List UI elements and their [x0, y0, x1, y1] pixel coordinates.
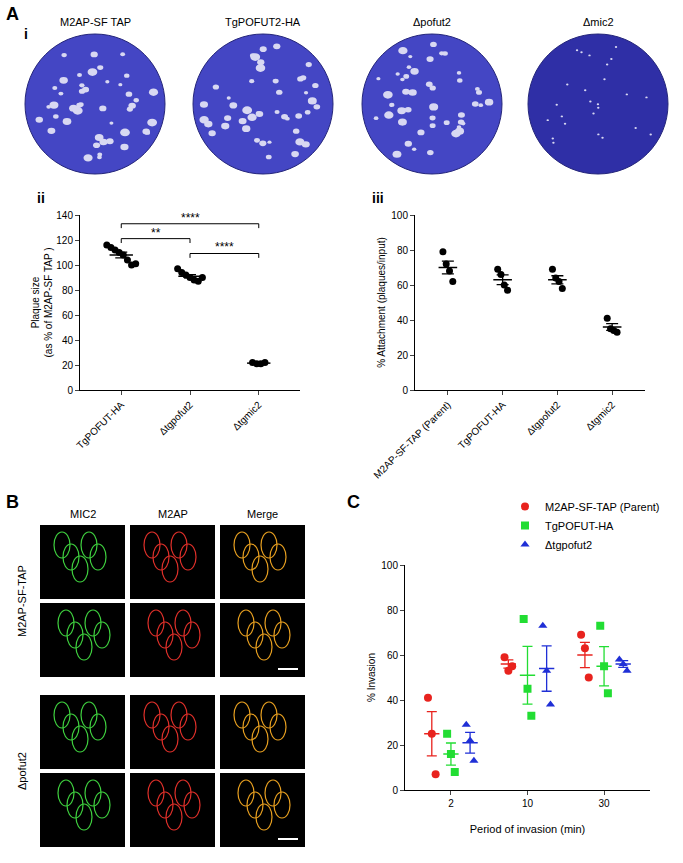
svg-text:Merge: Merge: [247, 508, 278, 520]
svg-text:M2AP-SF-TAP (Parent): M2AP-SF-TAP (Parent): [371, 399, 452, 480]
svg-text:100: 100: [56, 260, 73, 271]
svg-text:40: 40: [397, 315, 409, 326]
svg-text:****: ****: [215, 240, 234, 254]
svg-text:40: 40: [62, 335, 74, 346]
svg-text:80: 80: [62, 285, 74, 296]
svg-text:0: 0: [402, 385, 408, 396]
svg-text:60: 60: [397, 280, 409, 291]
svg-text:ii: ii: [37, 190, 45, 206]
svg-text:**: **: [151, 226, 161, 240]
svg-text:Δtgmic2: Δtgmic2: [230, 399, 264, 433]
svg-text:C: C: [347, 492, 360, 512]
svg-text:M2AP-SF-TAP: M2AP-SF-TAP: [16, 565, 28, 637]
svg-text:i: i: [24, 26, 28, 42]
svg-text:140: 140: [56, 210, 73, 221]
svg-text:80: 80: [397, 245, 409, 256]
svg-text:Δpofut2: Δpofut2: [16, 752, 28, 790]
svg-text:10: 10: [522, 798, 534, 809]
svg-text:Δtgpofut2: Δtgpofut2: [524, 399, 562, 437]
svg-text:TgPOFUT2-HA: TgPOFUT2-HA: [225, 16, 301, 28]
svg-text:TgPOFUT-HA: TgPOFUT-HA: [545, 520, 614, 532]
svg-text:20: 20: [397, 350, 409, 361]
svg-text:100: 100: [391, 210, 408, 221]
svg-text:TgPOFUT-HA: TgPOFUT-HA: [74, 399, 126, 451]
svg-text:Δmic2: Δmic2: [583, 16, 614, 28]
svg-text:80: 80: [387, 605, 399, 616]
svg-text:20: 20: [62, 360, 74, 371]
svg-text:60: 60: [387, 650, 399, 661]
svg-text:A: A: [6, 4, 19, 24]
svg-text:30: 30: [598, 798, 610, 809]
svg-text:M2AP: M2AP: [158, 508, 188, 520]
svg-text:Δpofut2: Δpofut2: [413, 16, 451, 28]
svg-text:M2AP-SF TAP: M2AP-SF TAP: [60, 16, 131, 28]
svg-text:Plaque size(as % of M2AP-SF TA: Plaque size(as % of M2AP-SF TAP ): [30, 247, 54, 357]
svg-text:40: 40: [387, 695, 399, 706]
svg-text:20: 20: [387, 740, 399, 751]
svg-text:M2AP-SF-TAP (Parent): M2AP-SF-TAP (Parent): [545, 501, 660, 513]
svg-text:B: B: [6, 492, 19, 512]
svg-text:iii: iii: [372, 190, 384, 206]
svg-text:TgPOFUT-HA: TgPOFUT-HA: [456, 399, 508, 451]
svg-text:MIC2: MIC2: [70, 508, 96, 520]
svg-text:% Invasion: % Invasion: [366, 653, 377, 702]
svg-text:****: ****: [181, 211, 200, 225]
svg-text:Δtgpofut2: Δtgpofut2: [157, 399, 195, 437]
svg-text:2: 2: [448, 798, 454, 809]
svg-text:0: 0: [392, 785, 398, 796]
svg-text:0: 0: [67, 385, 73, 396]
svg-text:60: 60: [62, 310, 74, 321]
svg-text:120: 120: [56, 235, 73, 246]
svg-text:100: 100: [381, 560, 398, 571]
svg-text:Period of invasion (min): Period of invasion (min): [470, 823, 586, 835]
svg-text:Δtgpofut2: Δtgpofut2: [545, 539, 592, 551]
svg-text:Δtgmic2: Δtgmic2: [584, 399, 618, 433]
svg-text:% Attachment (plaques/input): % Attachment (plaques/input): [376, 237, 387, 368]
